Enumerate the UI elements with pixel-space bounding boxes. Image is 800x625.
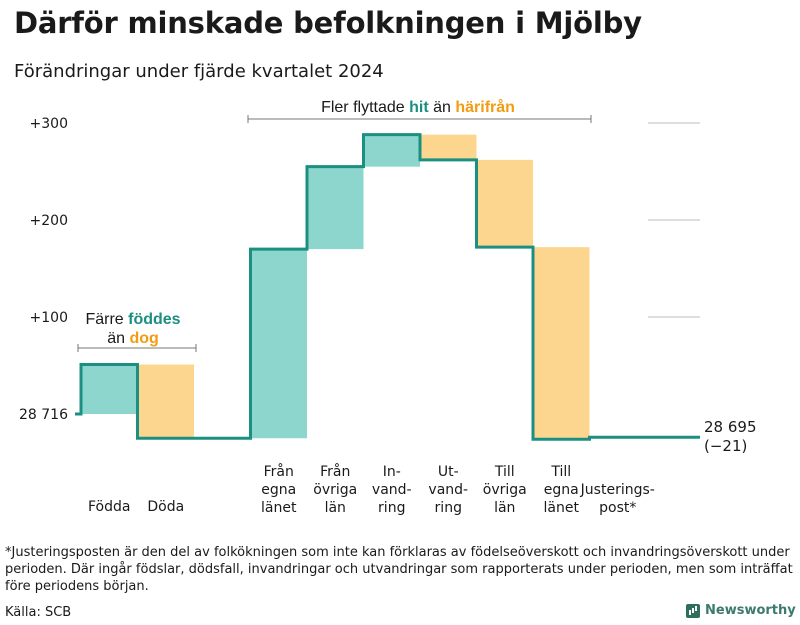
category-label: Justerings-: [580, 482, 655, 498]
births-annotation-line1: Färre föddes: [85, 311, 180, 328]
brand-name: Newsworthy: [705, 603, 796, 618]
moves-annotation: Fler flyttade hit än härifrån: [321, 98, 515, 116]
source-label: Källa: SCB: [5, 605, 72, 620]
category-label: vand-: [372, 482, 412, 498]
category-label: ring: [435, 500, 462, 516]
bar-step-1: [137, 364, 194, 439]
end-value-label: 28 695: [704, 418, 757, 436]
category-label: vand-: [428, 482, 468, 498]
bar-step-6: [420, 134, 477, 160]
category-label: Födda: [88, 499, 130, 515]
end-change-label: (−21): [704, 437, 747, 455]
bar-step-0: [81, 364, 138, 414]
bar-step-7: [476, 159, 533, 248]
brand-logo: Newsworthy: [686, 603, 796, 618]
category-label: Till: [494, 464, 515, 480]
bar-step-3: [250, 249, 307, 439]
category-label: Till: [550, 464, 571, 480]
bar-chart-icon: [686, 603, 700, 618]
category-label: övriga: [483, 482, 527, 498]
start-value-label: 28 716: [19, 407, 68, 423]
category-label: egna: [261, 482, 296, 498]
chart-title: Därför minskade befolkningen i Mjölby: [14, 6, 642, 40]
category-label: ring: [378, 500, 405, 516]
bar-step-5: [363, 134, 420, 167]
category-label: länet: [544, 500, 580, 516]
category-label: post*: [599, 500, 636, 516]
waterfall-chart: +100 +200 +300 28 716 Födda Döda Från egna länet…: [19, 98, 757, 516]
footnote: *Justeringsposten är den del av folkökni…: [5, 545, 793, 594]
category-label: Döda: [147, 499, 184, 515]
births-annotation-line2: än dog: [107, 330, 159, 347]
category-label: Från: [320, 463, 350, 480]
category-label: övriga: [313, 482, 357, 498]
category-label: län: [494, 500, 515, 516]
y-tick-label: +300: [30, 116, 68, 132]
category-label: Från: [264, 463, 294, 480]
bar-step-4: [307, 166, 364, 250]
y-tick-label: +200: [30, 213, 68, 229]
y-tick-label: +100: [30, 310, 68, 326]
category-label: länet: [261, 500, 297, 516]
category-label: In-: [383, 464, 401, 480]
category-label: egna: [544, 482, 579, 498]
category-label: Ut-: [438, 464, 459, 480]
cumulative-line: [75, 133, 700, 441]
bar-step-8: [533, 247, 590, 440]
category-label: län: [325, 500, 346, 516]
chart-subtitle: Förändringar under fjärde kvartalet 2024: [14, 61, 384, 82]
